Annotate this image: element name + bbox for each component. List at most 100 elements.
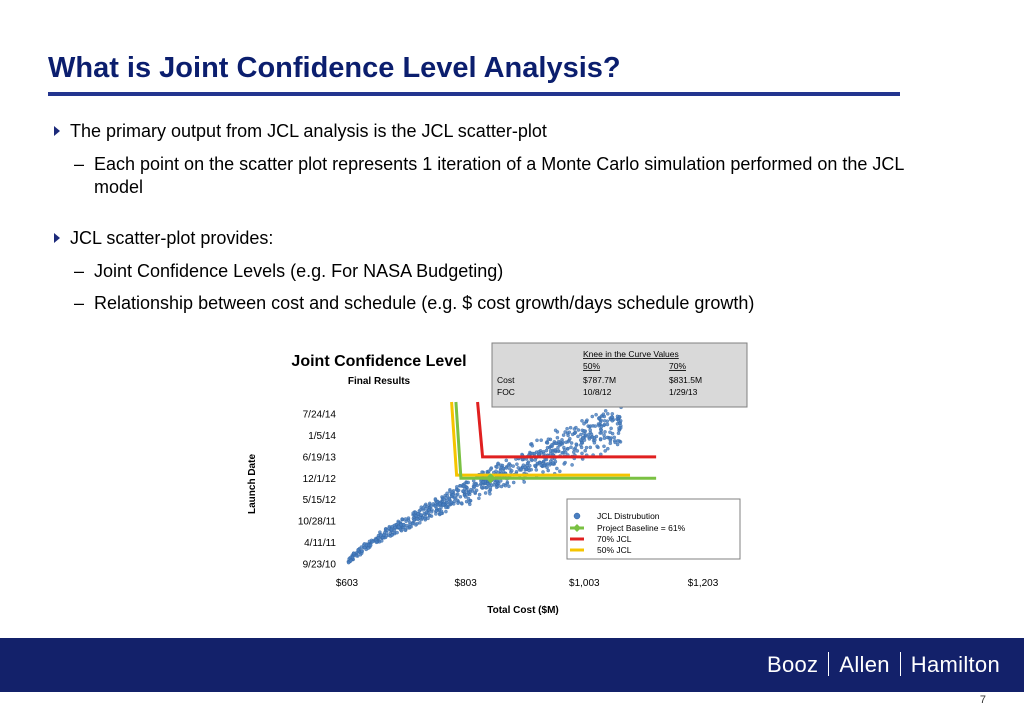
scatter-point [466,480,470,485]
scatter-point [602,436,607,440]
scatter-point [359,545,364,549]
scatter-point [449,500,454,504]
scatter-point [575,449,580,453]
scatter-point [563,460,567,465]
y-tick-label: 9/23/10 [303,560,337,571]
scatter-point [508,463,513,468]
title-divider [48,92,900,96]
scatter-point [599,431,604,435]
scatter-point [411,511,415,515]
scatter-point [346,560,351,565]
table-col-70: 70% [669,361,686,371]
legend-box [566,498,741,560]
scatter-point [564,440,568,445]
scatter-point [451,493,456,497]
scatter-point [429,510,434,514]
scatter-point [428,501,432,506]
scatter-point [599,428,604,432]
scatter-point [389,527,394,532]
brand-logo: Booz Allen Hamilton [767,652,1000,678]
scatter-point [370,539,375,544]
scatter-point [539,438,543,442]
scatter-point [447,497,452,501]
scatter-point [579,445,584,450]
scatter-point [603,430,607,434]
scatter-point [445,500,449,505]
scatter-point [556,439,561,444]
scatter-point [463,487,467,491]
scatter-point [574,442,579,446]
scatter-point [477,492,482,497]
scatter-point [511,480,516,485]
scatter-point [522,480,526,484]
scatter-point [537,452,542,456]
chart-subtitle: Final Results [348,376,411,387]
scatter-point [530,444,535,448]
scatter-point [406,516,411,520]
sub-bullet-2-2-text: Relationship between cost and schedule (… [94,293,755,313]
scatter-point [560,451,564,455]
legend-label: JCL Distrubution [597,511,660,521]
scatter-point [582,421,586,426]
scatter-point [602,419,607,423]
scatter-point [421,506,425,510]
scatter-point [495,465,499,469]
scatter-point [565,426,569,431]
legend-label: Project Baseline = 61% [597,523,686,533]
scatter-point [376,535,380,540]
scatter-point [602,433,606,437]
scatter-point [615,422,620,426]
scatter-point [510,469,514,473]
scatter-point [544,448,549,453]
scatter-point [590,435,595,439]
scatter-point [392,530,397,535]
scatter-point [489,467,493,471]
scatter-point [554,441,558,445]
scatter-point [477,496,481,501]
table-cell: $787.7M [583,375,616,385]
scatter-point [507,484,511,489]
brand-separator [899,652,901,676]
jcl70-line [476,401,657,459]
scatter-point [533,463,537,468]
scatter-point [602,422,607,427]
scatter-point [458,495,463,499]
scatter-point [569,441,574,445]
brand-part-1: Booz [767,652,819,677]
table-row-label: FOC [497,387,515,397]
scatter-point [597,416,601,421]
scatter-point [570,432,575,437]
scatter-point [496,461,500,466]
scatter-point [492,483,496,487]
scatter-point [411,521,415,526]
scatter-point [558,469,562,474]
scatter-point [567,430,572,435]
scatter-point [542,463,547,468]
dash-icon: – [74,293,85,313]
jcl50-line [450,401,631,477]
scatter-point [606,412,610,416]
scatter-point [412,518,416,522]
scatter-point [587,437,592,441]
scatter-point [437,507,442,512]
baseline-marker [485,473,496,484]
scatter-point [583,448,587,453]
x-tick-label: $803 [455,578,478,589]
table-cell: $831.5M [669,375,702,385]
y-tick-label: 10/28/11 [298,517,337,528]
scatter-point [612,435,617,440]
scatter-point [461,489,465,493]
scatter-point [403,528,407,532]
scatter-point [545,441,550,445]
scatter-point [595,444,599,449]
scatter-point [426,516,430,521]
scatter-point [550,442,554,447]
scatter-point [548,449,553,453]
brand-separator [828,652,830,676]
legend-label: 70% JCL [597,534,632,544]
scatter-point [374,540,379,545]
scatter-point [488,485,493,490]
scatter-point [498,463,503,467]
scatter-point [528,463,532,468]
scatter-point [524,467,529,471]
